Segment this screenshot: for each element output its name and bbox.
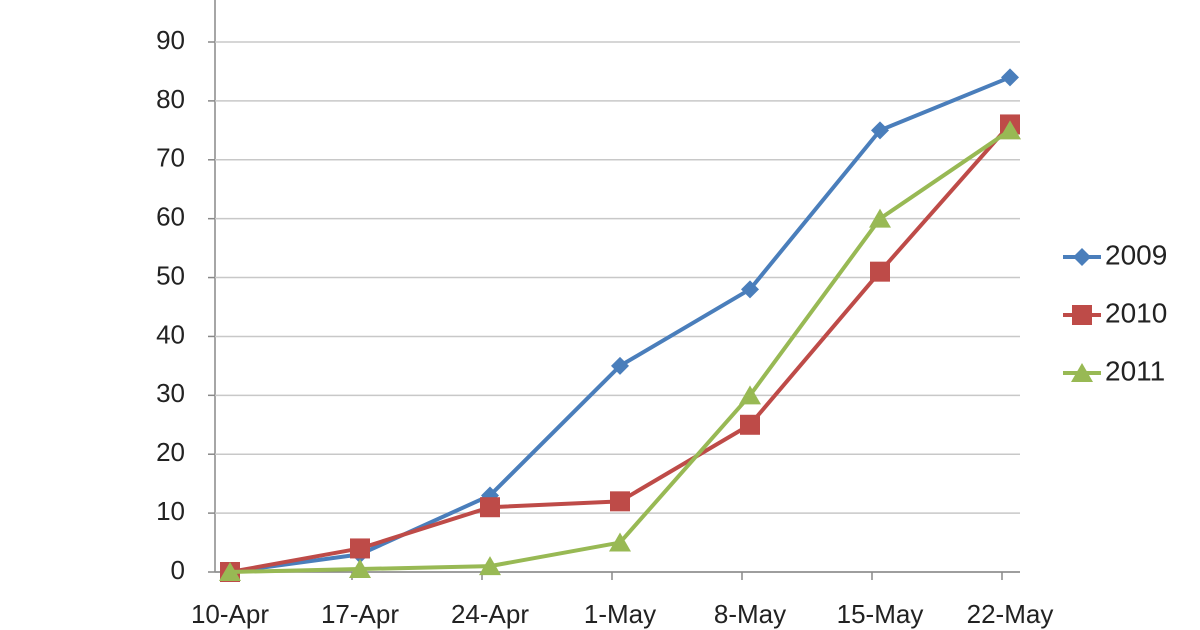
y-tick-label: 40 [156, 319, 185, 349]
marker [999, 120, 1021, 140]
y-tick-label: 10 [156, 496, 185, 526]
marker [350, 538, 370, 559]
marker [871, 121, 889, 140]
y-tick-label: 50 [156, 260, 185, 290]
y-tick-label: 20 [156, 437, 185, 467]
marker [349, 559, 371, 579]
legend-label: 2009 [1105, 239, 1167, 270]
marker [870, 261, 890, 282]
marker [1001, 68, 1019, 87]
y-tick-label: 70 [156, 143, 185, 173]
x-tick-label: 15-May [837, 599, 924, 629]
marker [479, 556, 501, 576]
x-tick-label: 22-May [967, 599, 1054, 629]
x-tick-label: 10-Apr [191, 599, 269, 629]
marker [740, 414, 760, 435]
marker [1071, 363, 1093, 382]
x-tick-label: 17-Apr [321, 599, 399, 629]
marker [1073, 248, 1091, 266]
y-tick-label: 60 [156, 202, 185, 232]
marker [869, 208, 891, 228]
legend-label: 2011 [1105, 355, 1165, 386]
marker [610, 491, 630, 512]
marker [739, 385, 761, 405]
legend-label: 2010 [1105, 297, 1167, 328]
x-tick-label: 1-May [584, 599, 656, 629]
marker [609, 532, 631, 552]
y-tick-label: 80 [156, 84, 185, 114]
y-tick-label: 30 [156, 378, 185, 408]
marker [480, 497, 500, 518]
x-tick-label: 8-May [714, 599, 786, 629]
y-tick-label: 90 [156, 25, 185, 55]
marker [741, 280, 759, 299]
marker [1072, 305, 1092, 325]
marker [611, 356, 629, 375]
y-tick-label: 0 [171, 555, 185, 585]
marker [219, 562, 241, 581]
x-tick-label: 24-Apr [451, 599, 529, 629]
